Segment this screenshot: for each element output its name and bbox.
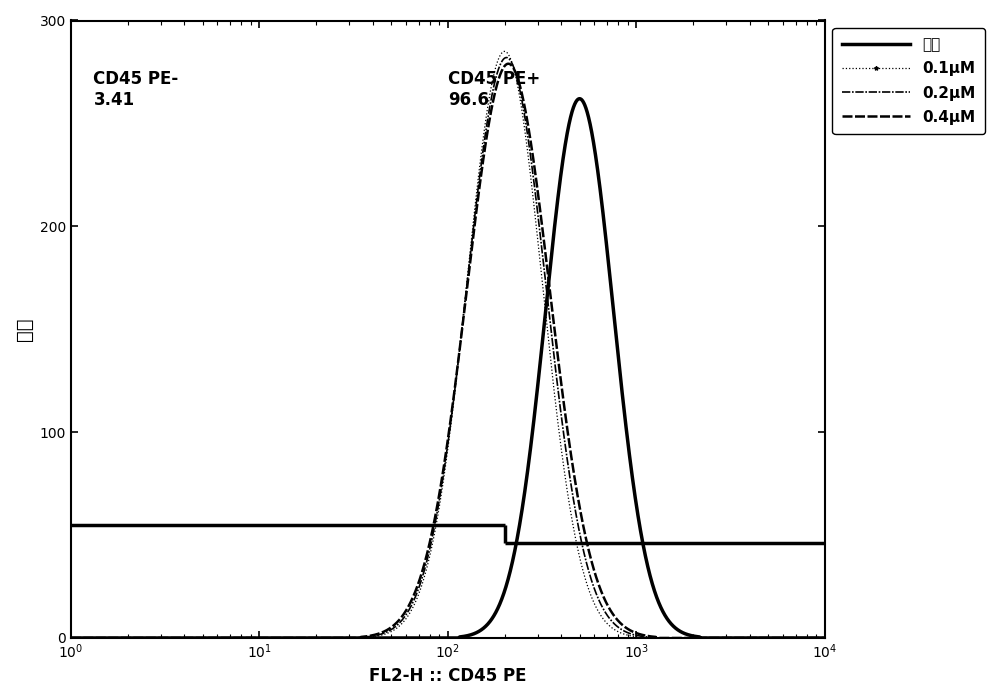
0.4μM: [624, 626, 636, 634]
Text: CD45 PE+
96.6: CD45 PE+ 96.6: [448, 70, 540, 108]
0.2μM: [664, 634, 676, 642]
0.4μM: [502, 60, 514, 68]
模拟: [574, 94, 586, 103]
0.2μM: [103, 634, 115, 642]
0.1μM: [624, 631, 636, 640]
模拟: [338, 634, 350, 642]
0.1μM: [338, 634, 350, 642]
0.1μM: [498, 47, 510, 55]
0.4μM: [511, 72, 523, 80]
0.2μM: [819, 634, 831, 642]
模拟: [664, 619, 676, 627]
模拟: [103, 634, 115, 642]
Line: 模拟: 模拟: [71, 99, 825, 638]
0.4μM: [338, 634, 350, 642]
0.1μM: [103, 634, 115, 642]
0.2μM: [624, 629, 636, 638]
模拟: [544, 266, 556, 274]
0.1μM: [664, 634, 676, 642]
0.4μM: [103, 634, 115, 642]
0.2μM: [338, 634, 350, 642]
Line: 0.2μM: 0.2μM: [71, 57, 825, 638]
0.4μM: [819, 634, 831, 642]
0.1μM: [544, 349, 556, 358]
模拟: [624, 454, 636, 463]
0.2μM: [511, 74, 523, 82]
0.4μM: [664, 634, 676, 642]
模拟: [511, 536, 523, 544]
0.4μM: [544, 287, 556, 295]
0.1μM: [819, 634, 831, 642]
0.1μM: [511, 78, 523, 87]
0.1μM: [65, 634, 77, 642]
Line: 0.4μM: 0.4μM: [71, 64, 825, 638]
0.2μM: [65, 634, 77, 642]
Legend: 模拟, 0.1μM, 0.2μM, 0.4μM: 模拟, 0.1μM, 0.2μM, 0.4μM: [832, 28, 985, 134]
Y-axis label: 计数: 计数: [15, 318, 34, 341]
模拟: [65, 634, 77, 642]
Line: 0.1μM: 0.1μM: [71, 51, 825, 638]
模拟: [819, 634, 831, 642]
X-axis label: FL2-H :: CD45 PE: FL2-H :: CD45 PE: [369, 667, 527, 685]
0.2μM: [544, 316, 556, 325]
0.4μM: [65, 634, 77, 642]
0.2μM: [500, 53, 512, 62]
Text: CD45 PE-
3.41: CD45 PE- 3.41: [93, 70, 179, 108]
